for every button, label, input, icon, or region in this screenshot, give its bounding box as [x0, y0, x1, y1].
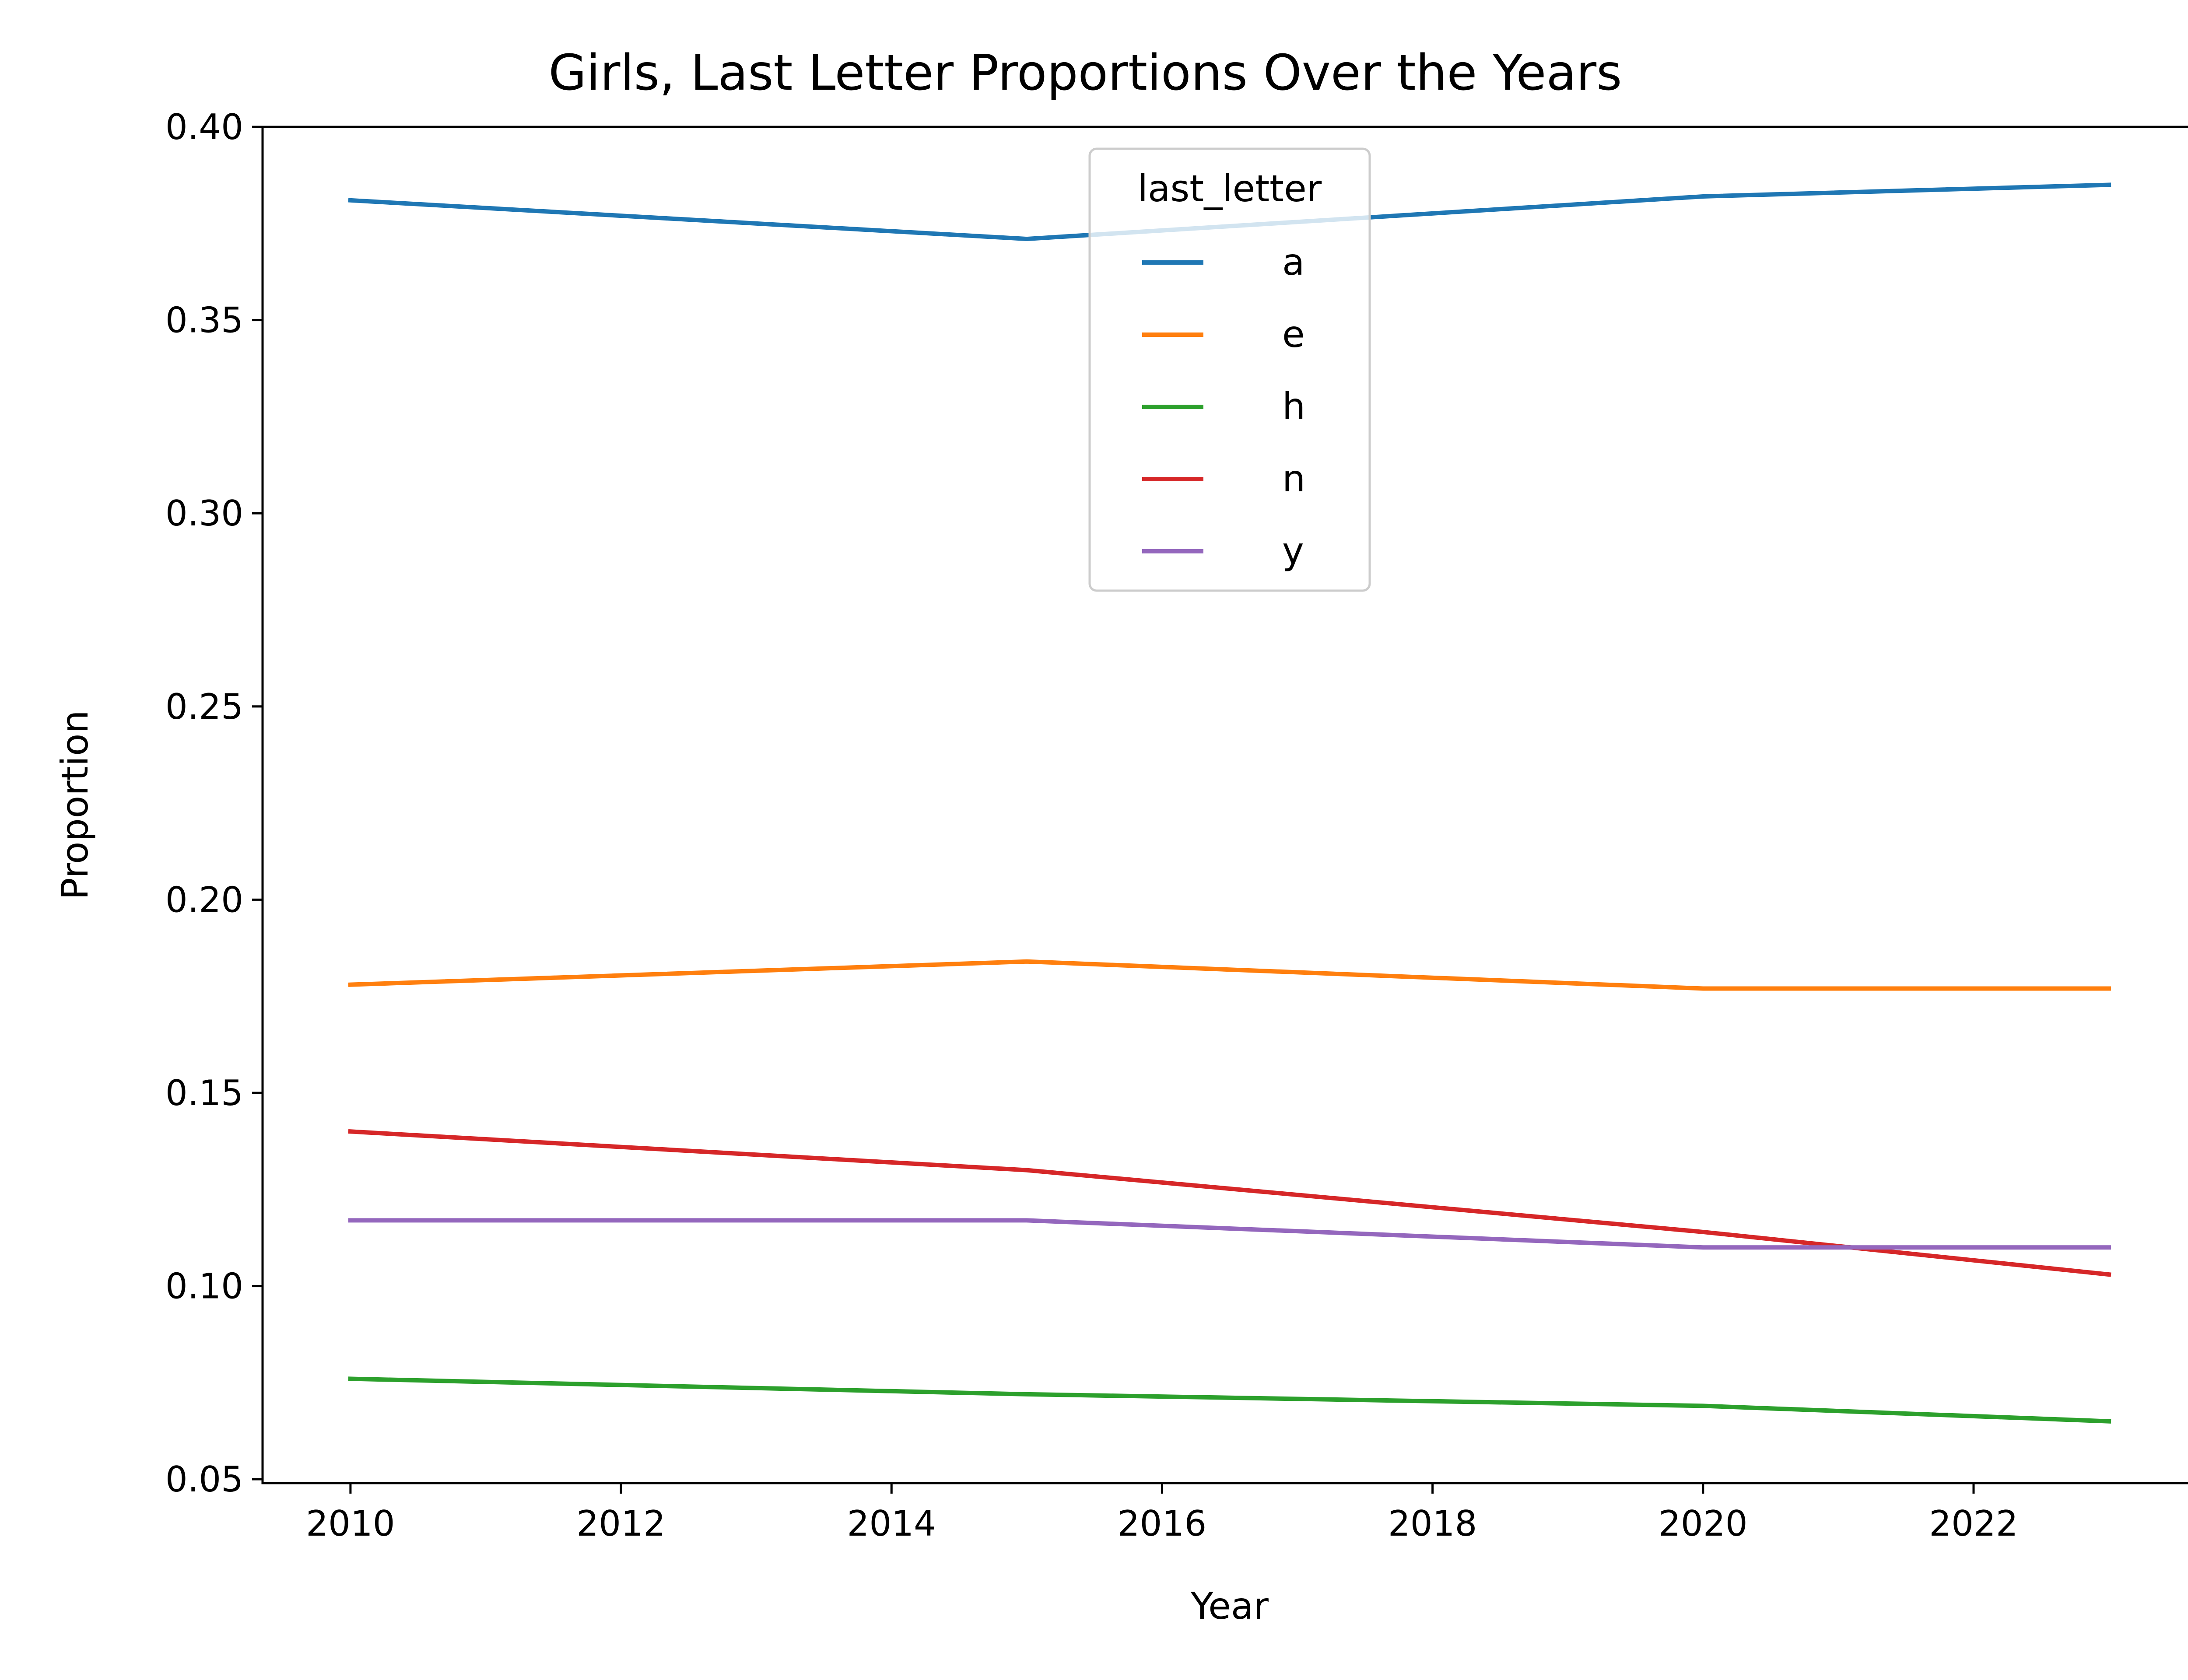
y-tick-label: 0.05	[165, 1459, 243, 1500]
legend-frame	[1088, 147, 1371, 592]
plot-area	[348, 182, 2111, 1424]
x-tick-label: 2010	[306, 1503, 395, 1544]
y-tick-label: 0.25	[165, 686, 243, 727]
legend-title: last_letter	[1138, 167, 1322, 210]
y-tick-label: 0.30	[165, 493, 243, 534]
y-tick-label: 0.40	[165, 107, 243, 147]
x-tick-label: 2014	[847, 1503, 936, 1544]
x-tick-label: 2016	[1118, 1503, 1207, 1544]
plot-frame	[261, 126, 2188, 1484]
x-tick-label: 2020	[1659, 1503, 1748, 1544]
y-tick-label: 0.15	[165, 1073, 243, 1113]
x-tick-label: 2012	[576, 1503, 666, 1544]
legend-label-a: a	[1282, 241, 1304, 284]
chart-title: Girls, Last Letter Proportions Over the …	[549, 45, 1622, 102]
y-tick-label: 0.35	[165, 300, 243, 341]
y-tick-label: 0.10	[165, 1266, 243, 1307]
x-tick-label: 2018	[1388, 1503, 1477, 1544]
y-tick-label: 0.20	[165, 879, 243, 920]
x-axis-label: Year	[1190, 1585, 1269, 1628]
legend-label-y: y	[1282, 529, 1304, 572]
legend-label-e: e	[1282, 313, 1305, 356]
legend-label-n: n	[1282, 457, 1305, 500]
legend-label-h: h	[1282, 385, 1305, 428]
y-axis-label: Proportion	[53, 710, 96, 900]
x-axis: 2010 2012 2014 2016 2018 2020 2022	[306, 1483, 2018, 1544]
series-line-n	[348, 1129, 2111, 1277]
y-axis: 0.05 0.10 0.15 0.20 0.25 0.30 0.35 0.40	[165, 107, 263, 1500]
x-tick-label: 2022	[1929, 1503, 2018, 1544]
series-line-y	[348, 1218, 2111, 1250]
series-line-h	[348, 1376, 2111, 1424]
series-line-e	[348, 959, 2111, 991]
